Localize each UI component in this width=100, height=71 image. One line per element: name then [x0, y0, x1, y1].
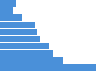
Bar — [0, 50, 53, 57]
Bar — [0, 43, 49, 49]
Bar — [0, 29, 37, 35]
Bar — [0, 57, 63, 64]
Bar — [0, 22, 35, 28]
Bar — [0, 0, 16, 7]
Bar — [0, 14, 22, 21]
Bar — [0, 36, 40, 42]
Bar — [0, 64, 96, 71]
Bar — [0, 7, 13, 14]
